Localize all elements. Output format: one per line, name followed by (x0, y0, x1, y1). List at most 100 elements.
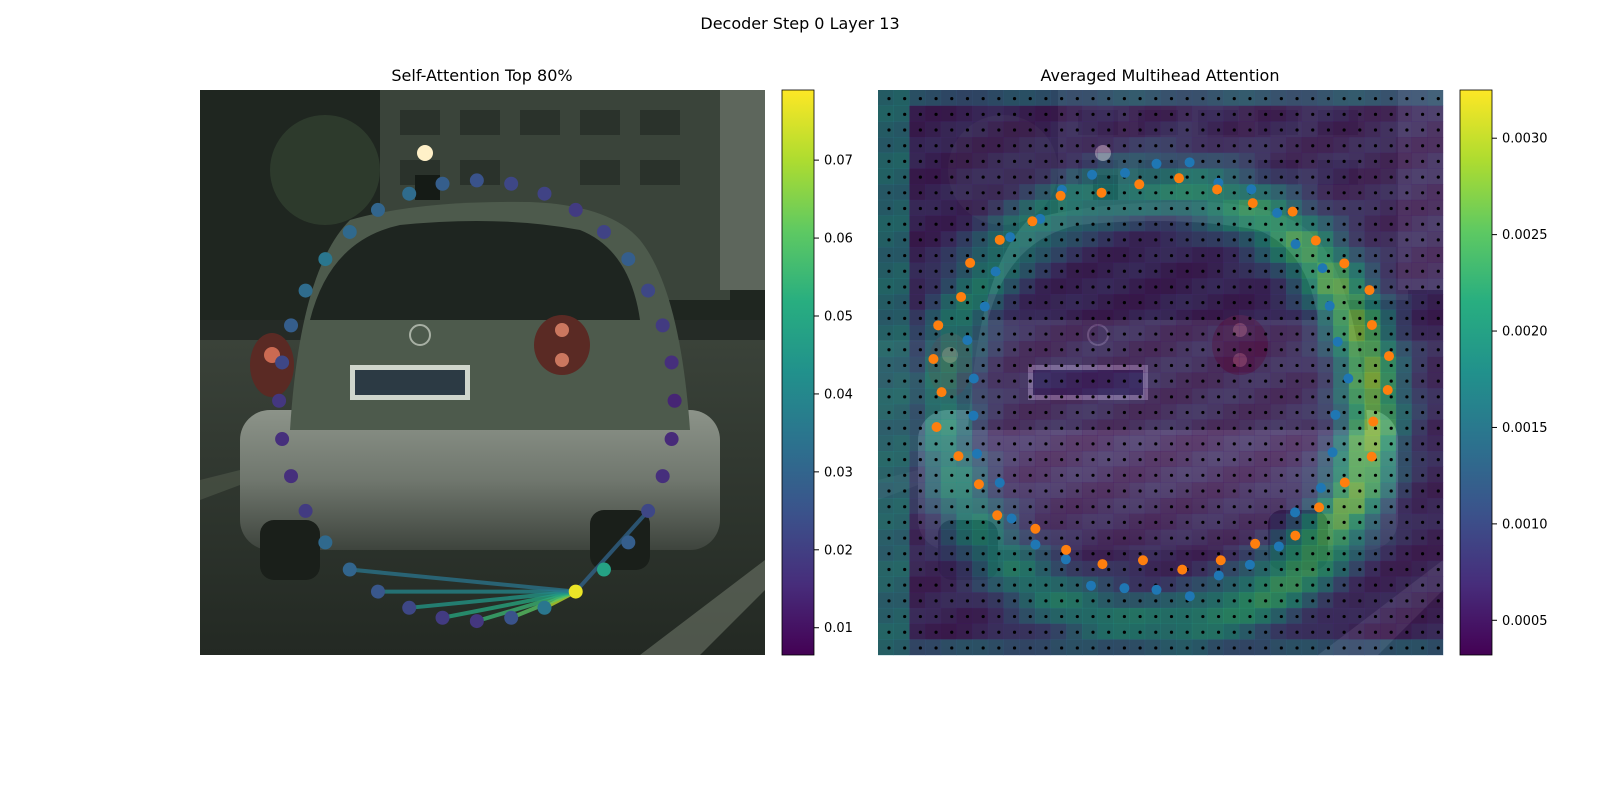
heatmap-cell (1223, 372, 1240, 389)
heatmap-cell (1082, 152, 1099, 169)
reference-dot (1201, 473, 1205, 477)
heatmap-cell (956, 466, 973, 483)
reference-dot (1138, 175, 1142, 179)
heatmap-cell (1050, 231, 1067, 248)
heatmap-cell (1238, 168, 1255, 185)
outer-ring-point (928, 354, 939, 365)
heatmap-cell (1191, 513, 1208, 530)
heatmap-cell (1411, 450, 1428, 467)
heatmap-cell (1427, 309, 1444, 326)
heatmap-cell (1144, 498, 1161, 515)
heatmap-cell (1238, 121, 1255, 138)
reference-dot (1326, 363, 1331, 368)
reference-dot (965, 206, 970, 211)
heatmap-cell (940, 231, 957, 248)
heatmap-cell (1333, 592, 1350, 609)
reference-dot (1154, 128, 1158, 132)
reference-dot (1389, 536, 1393, 540)
heatmap-cell (1411, 419, 1428, 436)
heatmap-cell (1427, 403, 1444, 420)
reference-dot (1248, 552, 1252, 556)
reference-dot (1201, 159, 1205, 164)
reference-dot (1012, 505, 1017, 509)
heatmap-cell (1301, 356, 1318, 373)
heatmap-cell (1097, 309, 1114, 326)
reference-dot (1012, 285, 1017, 289)
heatmap-cell (940, 419, 957, 436)
heatmap-cell (1348, 246, 1365, 263)
reference-dot (1028, 269, 1032, 273)
heatmap-cell (1144, 466, 1161, 483)
heatmap-cell (1333, 90, 1350, 106)
attention-point (664, 432, 679, 447)
heatmap-cell (1254, 482, 1271, 499)
heatmap-cell (1238, 246, 1255, 263)
reference-dot (1420, 583, 1425, 587)
reference-dot (1373, 567, 1378, 572)
reference-dot (950, 410, 954, 415)
reference-dot (1138, 238, 1142, 242)
heatmap-cell (1082, 529, 1099, 546)
reference-dot (965, 332, 970, 336)
heatmap-cell (1348, 513, 1365, 530)
heatmap-cell (987, 592, 1004, 609)
reference-dot (965, 97, 970, 101)
reference-dot (1264, 583, 1268, 587)
heatmap-cell (1317, 576, 1334, 593)
heatmap-cell (1019, 356, 1036, 373)
reference-dot (934, 97, 938, 101)
reference-dot (1436, 175, 1440, 179)
outer-ring-point (1096, 187, 1107, 198)
reference-dot (1075, 112, 1079, 116)
reference-dot (1185, 630, 1189, 634)
reference-dot (903, 567, 907, 572)
heatmap-cell (1317, 152, 1334, 169)
outer-ring-point (931, 421, 942, 432)
heatmap-cell (1097, 545, 1114, 562)
colorbar-tick-label: 0.03 (824, 465, 853, 480)
reference-dot (1436, 489, 1440, 493)
reference-dot (1216, 332, 1221, 336)
heatmap-cell (1034, 466, 1051, 483)
reference-dot (981, 253, 985, 258)
reference-dot (1216, 379, 1221, 383)
reference-dot (903, 206, 907, 211)
reference-dot (1405, 426, 1409, 430)
heatmap-cell (1333, 152, 1350, 169)
heatmap-cell (1113, 231, 1130, 248)
heatmap-cell (1238, 388, 1255, 405)
reference-dot (1075, 269, 1079, 273)
heatmap-cell (972, 168, 989, 185)
reference-dot (1264, 159, 1268, 164)
reference-dot (1169, 614, 1174, 619)
heatmap-cell (909, 623, 926, 640)
reference-dot (1012, 379, 1017, 383)
reference-dot (1264, 473, 1268, 477)
reference-dot (1279, 536, 1283, 540)
heatmap-cell (1050, 498, 1067, 515)
heatmap-cell (1270, 341, 1287, 358)
heatmap-cell (1003, 482, 1020, 499)
reference-dot (918, 222, 922, 226)
reference-dot (1436, 316, 1440, 320)
heatmap-cell (1129, 576, 1146, 593)
heatmap-cell (940, 215, 957, 232)
heatmap-cell (1301, 450, 1318, 467)
heatmap-cell (1050, 403, 1067, 420)
heatmap-cell (940, 309, 957, 326)
heatmap-cell (956, 639, 973, 656)
reference-dot (950, 395, 954, 399)
heatmap-cell (1129, 513, 1146, 530)
attention-point (272, 393, 287, 408)
attention-point (621, 535, 636, 550)
reference-dot (1248, 97, 1252, 101)
heatmap-cell (1411, 309, 1428, 326)
inner-ring-point (1005, 232, 1016, 243)
heatmap-cell (1050, 262, 1067, 279)
heatmap-cell (1019, 325, 1036, 342)
reference-dot (1012, 97, 1017, 101)
reference-dot (1264, 128, 1268, 132)
reference-dot (1060, 159, 1064, 164)
inner-ring-point (1343, 373, 1354, 384)
reference-dot (1420, 363, 1425, 368)
